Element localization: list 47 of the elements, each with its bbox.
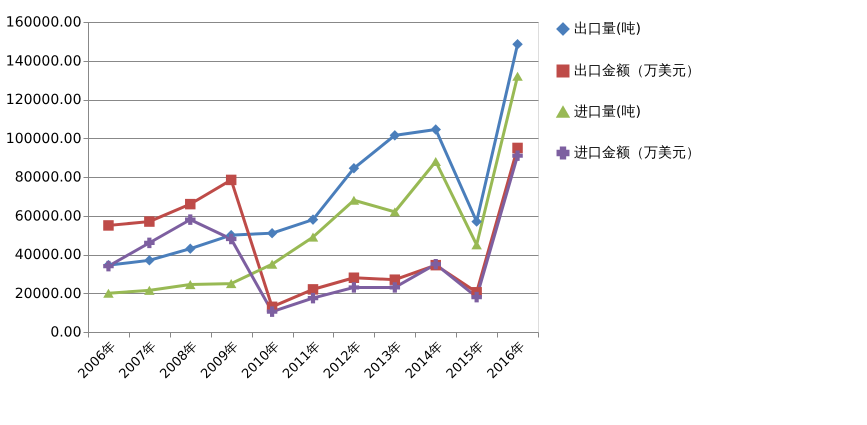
point xyxy=(144,216,155,227)
point xyxy=(185,243,196,254)
point xyxy=(103,220,114,231)
point xyxy=(471,292,482,302)
point xyxy=(144,286,155,295)
point xyxy=(266,306,278,317)
point xyxy=(226,279,236,288)
point xyxy=(348,272,360,283)
point xyxy=(471,216,482,227)
point xyxy=(348,163,360,174)
point xyxy=(226,174,236,186)
point xyxy=(266,228,278,238)
legend-label: 进口金额（万美元） xyxy=(574,145,700,161)
y-tick-label: 20000.00 xyxy=(14,286,82,302)
point xyxy=(512,72,523,81)
y-tick-label: 160000.00 xyxy=(6,14,82,30)
point xyxy=(390,130,400,141)
point xyxy=(390,207,400,216)
point xyxy=(308,214,318,225)
point xyxy=(308,232,318,242)
point xyxy=(430,124,441,135)
point xyxy=(512,39,523,50)
point xyxy=(185,214,196,225)
point xyxy=(266,260,278,269)
legend-label: 进口量(吨) xyxy=(574,104,641,120)
point xyxy=(144,255,155,266)
point xyxy=(308,284,318,295)
point xyxy=(390,282,400,293)
legend-label: 出口金额（万美元） xyxy=(574,63,700,79)
point xyxy=(226,234,236,244)
y-tick-label: 140000.00 xyxy=(6,53,82,70)
y-tick-label: 0.00 xyxy=(50,324,82,340)
point xyxy=(103,288,114,298)
y-tick-label: 80000.00 xyxy=(14,170,82,186)
y-tick-label: 40000.00 xyxy=(14,247,82,263)
point xyxy=(185,198,196,210)
point xyxy=(185,280,196,290)
legend-label: 出口量(吨) xyxy=(574,21,641,37)
point xyxy=(512,150,523,161)
point xyxy=(348,282,360,293)
point xyxy=(308,292,318,304)
point xyxy=(430,156,441,166)
point xyxy=(512,142,523,154)
y-tick-label: 120000.00 xyxy=(6,92,82,108)
y-tick-label: 60000.00 xyxy=(14,208,82,224)
y-tick-label: 100000.00 xyxy=(6,130,82,147)
point xyxy=(144,238,155,248)
